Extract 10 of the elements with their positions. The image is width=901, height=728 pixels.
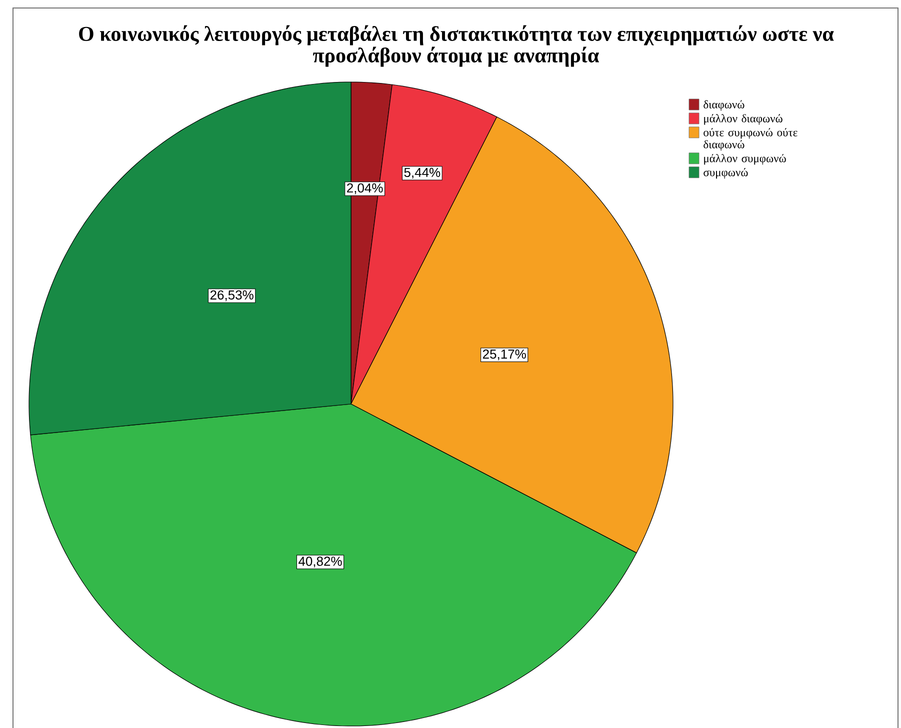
legend-label: μάλλον συμφωνώ bbox=[704, 154, 786, 165]
chart-title: Ο κοινωνικός λειτουργός μεταβάλει τη διστακτικότητα των επιχειρηματιών ωστε να προσλάβουν άτομα με αναπηρία bbox=[79, 25, 834, 67]
data-label: 26,53% bbox=[210, 290, 254, 302]
legend-label: συμφωνώ bbox=[704, 168, 748, 179]
data-label: 5,44% bbox=[404, 168, 440, 179]
data-label: 2,04% bbox=[347, 183, 383, 194]
data-label: 40,82% bbox=[298, 556, 342, 568]
legend-label: διαφωνώ bbox=[704, 100, 744, 111]
legend-label: μάλλον διαφωνώ bbox=[704, 114, 782, 125]
data-label: 25,17% bbox=[482, 349, 526, 360]
